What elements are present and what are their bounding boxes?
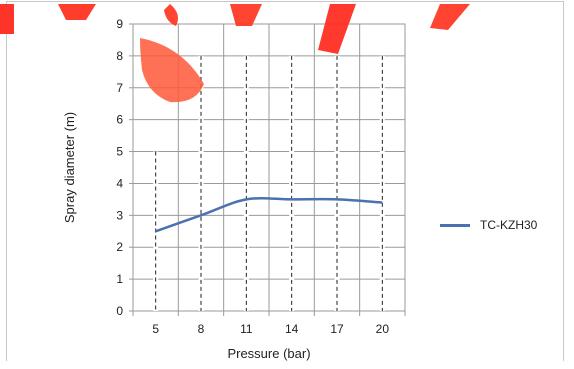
legend-label: TC-KZH30 <box>480 218 538 232</box>
y-tick-label: 4 <box>116 176 123 190</box>
y-tick-label: 1 <box>116 272 123 286</box>
y-tick-label: 7 <box>116 81 123 95</box>
x-tick-label: 8 <box>198 322 205 336</box>
y-tick-label: 6 <box>116 113 123 127</box>
y-tick-label: 5 <box>116 145 123 159</box>
x-tick-label: 20 <box>376 322 390 336</box>
y-tick-label: 0 <box>116 304 123 318</box>
x-tick-label: 14 <box>285 322 299 336</box>
watermark-stroke-2 <box>58 4 96 20</box>
x-axis-title: Pressure (bar) <box>227 346 310 361</box>
legend: TC-KZH30 <box>440 218 537 232</box>
x-tick-label: 5 <box>152 322 159 336</box>
watermark-stroke-4 <box>230 4 262 26</box>
y-axis-title: Spray diameter (m) <box>62 112 77 223</box>
legend-swatch <box>440 223 470 227</box>
y-tick-label: 2 <box>116 240 123 254</box>
watermark-stroke-5 <box>140 38 204 103</box>
y-tick-label: 8 <box>116 49 123 63</box>
chart-border <box>6 1 564 361</box>
watermark-stroke-6 <box>318 4 356 54</box>
y-tick-label: 3 <box>116 208 123 222</box>
watermark-stroke-1 <box>0 4 14 34</box>
watermark-stroke-7 <box>430 4 470 30</box>
x-tick-label: 11 <box>240 322 253 336</box>
x-tick-label: 17 <box>330 322 344 336</box>
series-line <box>155 196 383 233</box>
watermark <box>0 4 470 103</box>
watermark-stroke-3 <box>164 4 178 26</box>
y-tick-label: 9 <box>116 17 123 31</box>
